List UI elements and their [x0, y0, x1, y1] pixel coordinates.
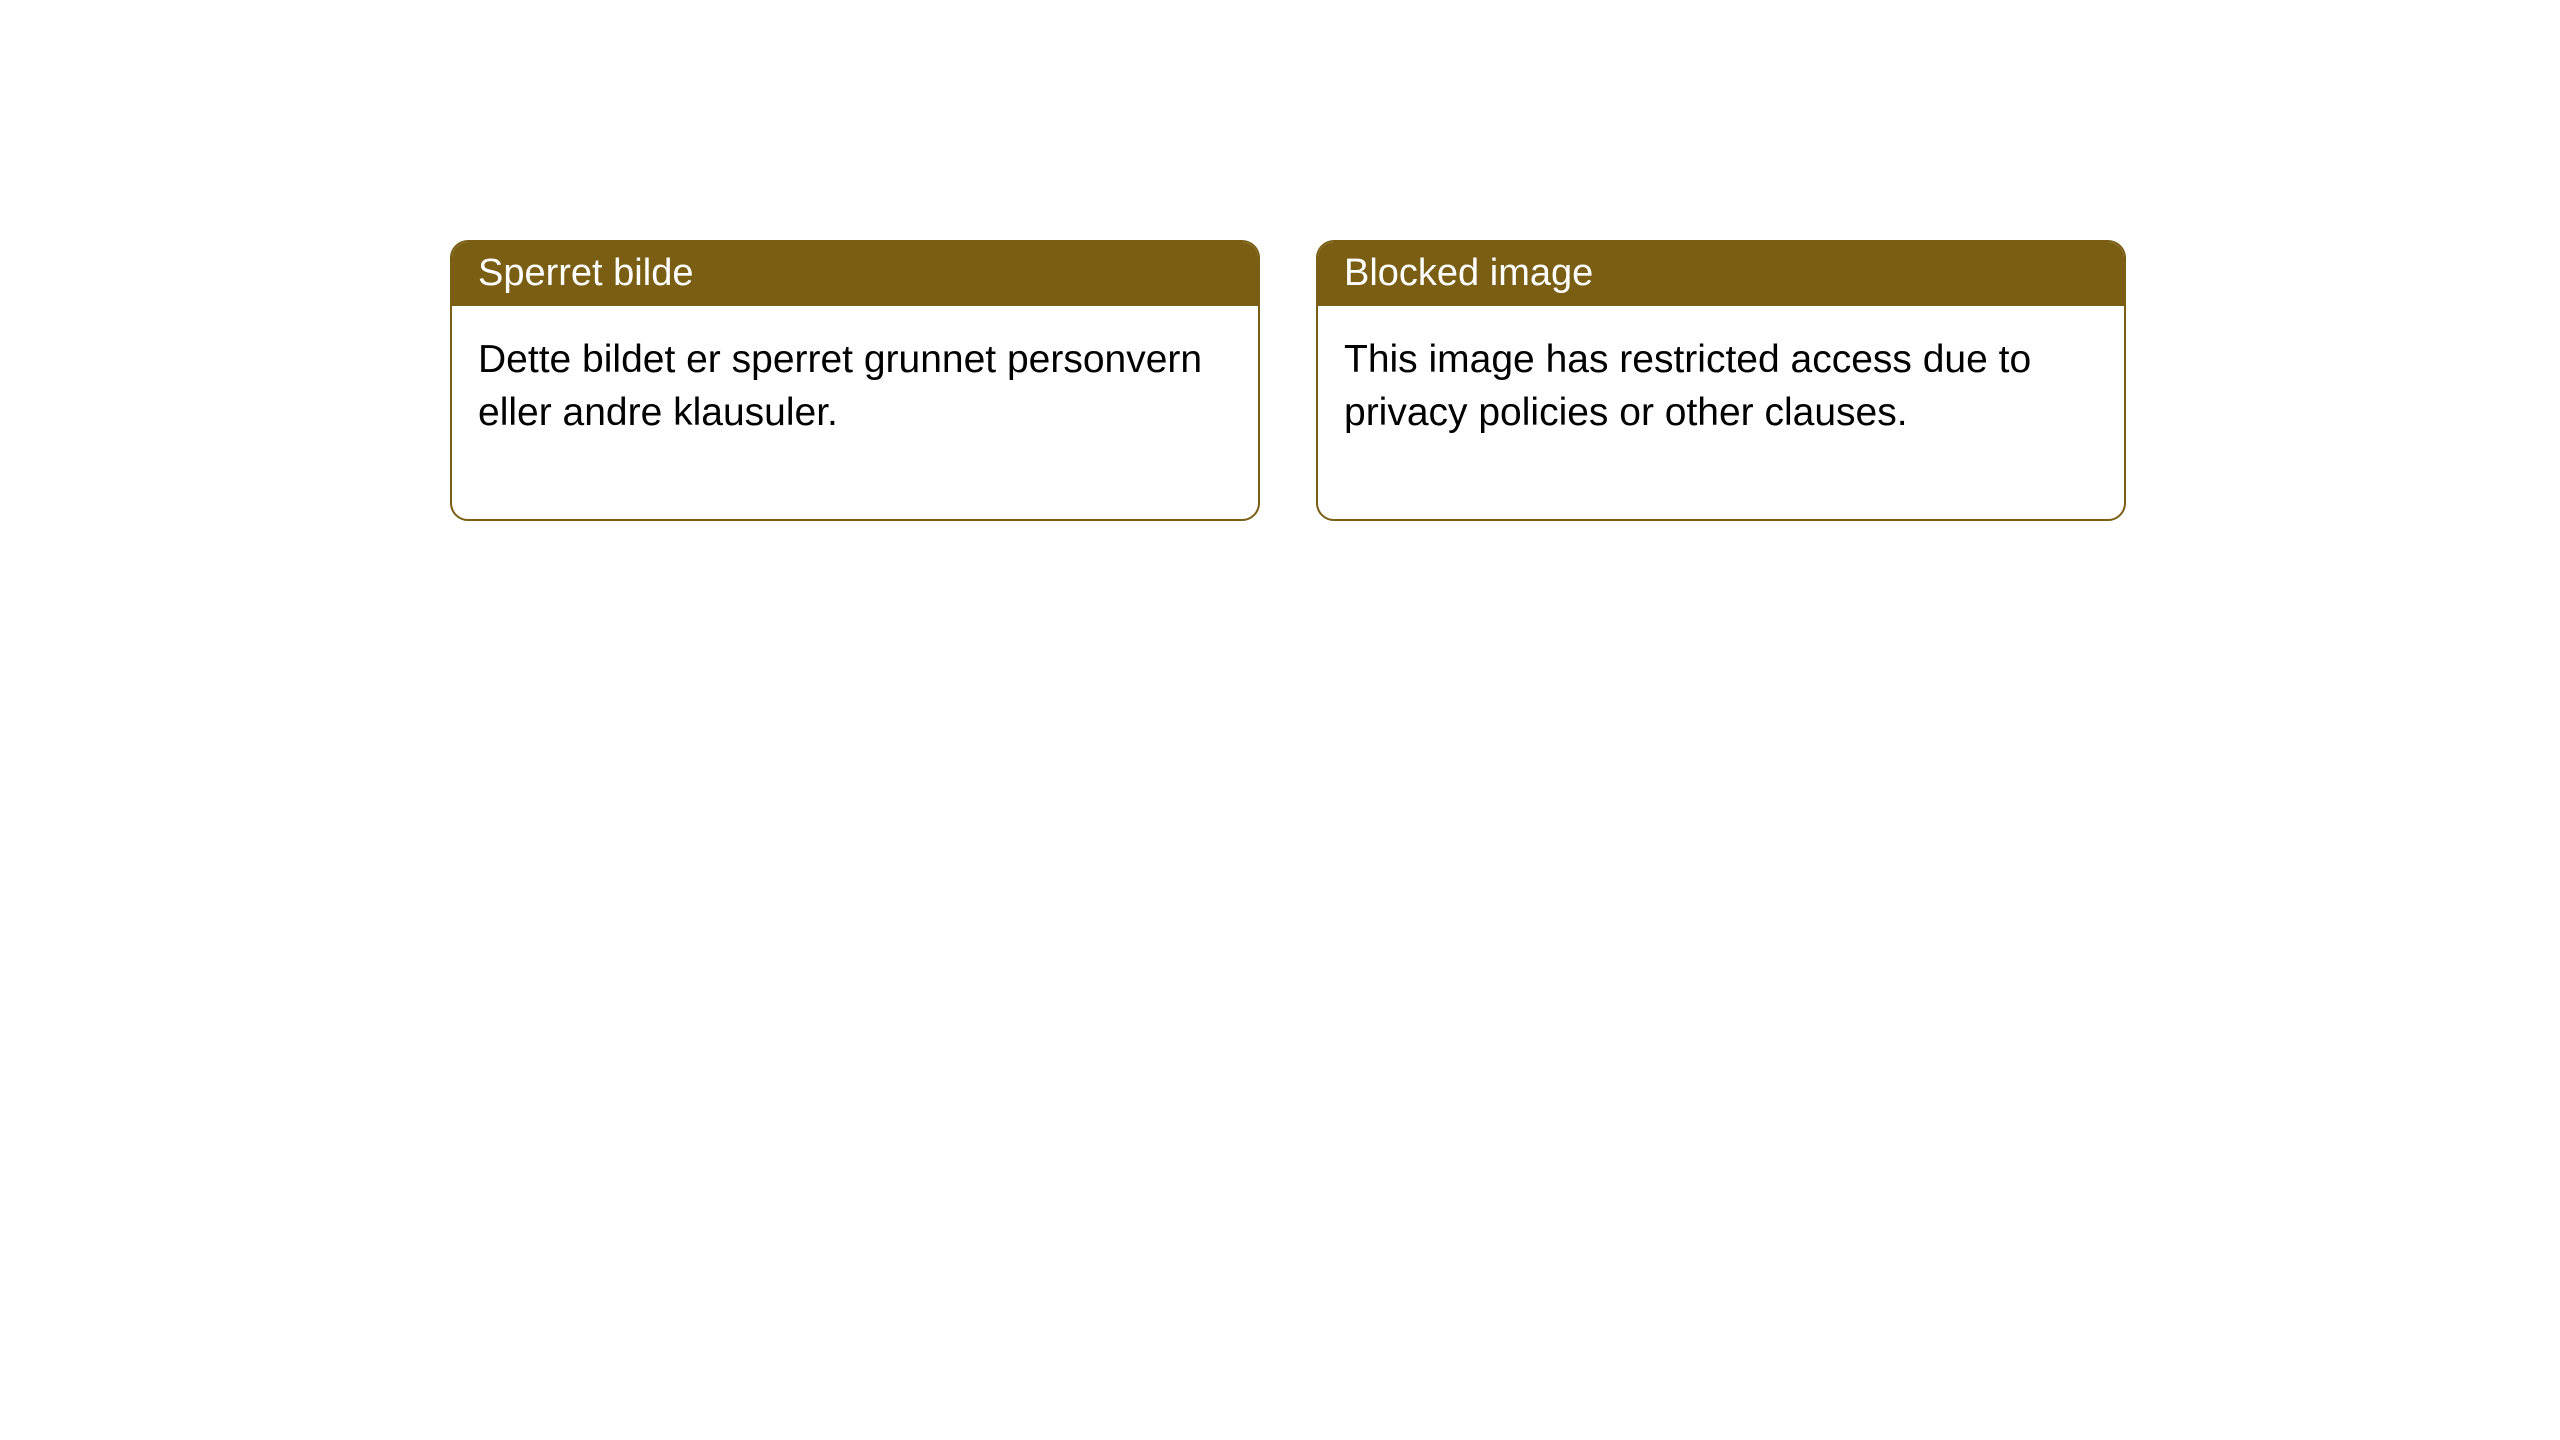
notice-container: Sperret bilde Dette bildet er sperret gr…: [450, 240, 2126, 521]
notice-text: Dette bildet er sperret grunnet personve…: [478, 334, 1232, 439]
notice-title: Sperret bilde: [478, 252, 1232, 295]
notice-text: This image has restricted access due to …: [1344, 334, 2098, 439]
notice-body: Dette bildet er sperret grunnet personve…: [452, 306, 1258, 519]
notice-body: This image has restricted access due to …: [1318, 306, 2124, 519]
notice-header: Sperret bilde: [452, 242, 1258, 306]
notice-card-english: Blocked image This image has restricted …: [1316, 240, 2126, 521]
notice-title: Blocked image: [1344, 252, 2098, 295]
notice-header: Blocked image: [1318, 242, 2124, 306]
notice-card-norwegian: Sperret bilde Dette bildet er sperret gr…: [450, 240, 1260, 521]
